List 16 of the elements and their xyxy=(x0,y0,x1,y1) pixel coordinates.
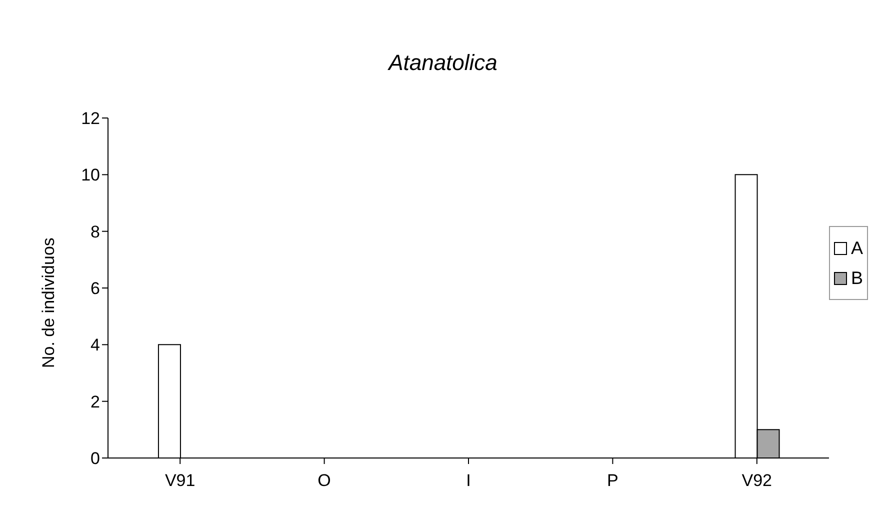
x-tick-label: P xyxy=(607,471,618,490)
x-tick-label: I xyxy=(466,471,471,490)
legend-label: A xyxy=(850,237,863,260)
x-tick-label: O xyxy=(318,471,331,490)
y-tick-label: 2 xyxy=(90,392,100,412)
chart-title: Atanatolica xyxy=(386,50,498,76)
y-tick-label: 8 xyxy=(90,222,100,242)
x-tick-label: V92 xyxy=(742,471,772,490)
legend-label: B xyxy=(850,267,863,290)
y-axis-title: No. de individuos xyxy=(39,238,58,368)
y-tick-label: 0 xyxy=(90,449,100,468)
y-tick-label: 4 xyxy=(90,336,100,355)
x-tick-label: V91 xyxy=(164,471,196,490)
y-tick-label: 12 xyxy=(81,109,100,128)
y-tick-label: 6 xyxy=(90,279,100,298)
y-tick-label: 10 xyxy=(81,166,100,185)
